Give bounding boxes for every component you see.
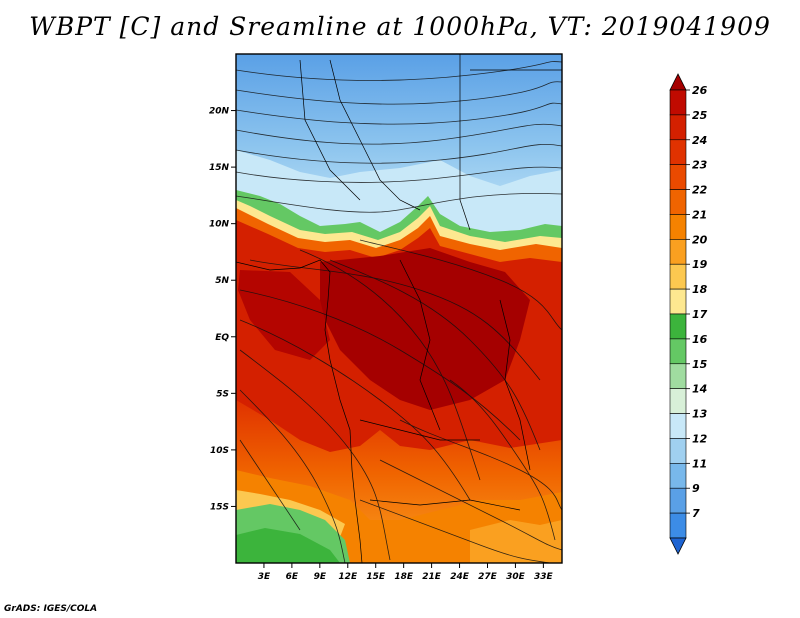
colorbar-label: 24 xyxy=(692,134,707,147)
colorbar-label: 11 xyxy=(692,457,707,470)
colorbar-label: 12 xyxy=(692,432,708,445)
lon-label: 33E xyxy=(534,572,554,582)
colorbar-label: 19 xyxy=(692,258,708,271)
colorbar-swatch xyxy=(669,463,687,489)
lat-label: 5N xyxy=(215,276,229,286)
colorbar-label: 23 xyxy=(692,159,708,172)
light-region-north xyxy=(236,150,562,236)
lon-label: 30E xyxy=(506,572,526,582)
colorbar-label: 21 xyxy=(692,208,707,221)
map-title: WBPT [C] and Sreamline at 1000hPa, VT: 2… xyxy=(29,12,771,41)
lat-label: 10S xyxy=(210,446,229,456)
colorbar-swatch xyxy=(669,512,687,539)
colorbar-swatch xyxy=(669,114,687,141)
colorbar-swatch xyxy=(669,89,687,116)
lat-label: 15S xyxy=(210,502,229,512)
colorbar-label: 7 xyxy=(692,507,700,520)
colorbar-swatch xyxy=(669,438,687,464)
colorbar-label: 22 xyxy=(692,184,708,197)
colorbar-label: 14 xyxy=(692,383,707,396)
credit-text: GrADS: IGES/COLA xyxy=(4,604,98,614)
light-orange-region-southeast xyxy=(470,520,562,563)
lon-label: 21E xyxy=(422,572,442,582)
colorbar-swatch xyxy=(669,239,687,265)
colorbar-swatch xyxy=(669,413,687,439)
colorbar-label: 25 xyxy=(692,109,708,122)
colorbar-label: 20 xyxy=(692,233,708,246)
colorbar-swatch xyxy=(669,189,687,215)
temperature-field xyxy=(236,54,562,563)
lat-label: EQ xyxy=(215,333,229,343)
borders xyxy=(236,54,562,563)
colorbar-top-arrow xyxy=(669,73,687,91)
colorbar-swatch xyxy=(669,164,687,190)
lon-label: 3E xyxy=(258,572,271,582)
colorbar-label: 18 xyxy=(692,283,708,296)
green-belt xyxy=(236,190,562,244)
colorbar-swatch xyxy=(669,487,687,514)
hot-core-west xyxy=(238,270,330,360)
orange-belt xyxy=(236,208,562,262)
colorbar-swatch xyxy=(669,263,687,290)
colorbar-label: 26 xyxy=(692,84,708,97)
latitude-axis: 20N 15N 10N 5N EQ 5S 10S 15S xyxy=(209,107,236,512)
yellow-belt xyxy=(236,200,562,252)
colorbar-swatch xyxy=(669,313,687,340)
dark-green-region-southwest xyxy=(236,528,340,563)
colorbar-label: 13 xyxy=(692,408,708,421)
lon-label: 18E xyxy=(394,572,414,582)
lat-label: 20N xyxy=(209,107,230,117)
lon-label: 6E xyxy=(286,572,299,582)
lat-label: 5S xyxy=(216,389,229,399)
lon-label: 24E xyxy=(450,572,470,582)
colorbar-swatch xyxy=(669,363,687,389)
longitude-axis: 3E 6E 9E 12E 15E 18E 21E 24E 27E 30E 33E xyxy=(258,563,554,582)
lat-label: 15N xyxy=(209,163,230,173)
lon-label: 27E xyxy=(478,572,498,582)
lat-label: 10N xyxy=(209,220,230,230)
lon-label: 15E xyxy=(366,572,386,582)
colorbar-swatch xyxy=(669,338,687,365)
colorbar-label: 9 xyxy=(692,482,700,495)
colorbar-label: 15 xyxy=(692,358,708,371)
streamlines xyxy=(236,61,562,563)
map-frame xyxy=(235,53,563,564)
hot-core xyxy=(320,248,530,410)
colorbar-swatch xyxy=(669,288,687,315)
colorbar: 26 25 24 23 22 21 20 19 18 17 16 15 14 13 12 11 9 7 xyxy=(669,73,708,555)
colorbar-label: 17 xyxy=(692,308,708,321)
lon-label: 12E xyxy=(338,572,358,582)
colorbar-swatch xyxy=(669,214,687,240)
colorbar-swatch xyxy=(669,139,687,165)
lon-label: 9E xyxy=(314,572,327,582)
colorbar-bottom-arrow xyxy=(669,537,687,555)
colorbar-label: 16 xyxy=(692,333,708,346)
colorbar-swatch xyxy=(669,388,687,414)
